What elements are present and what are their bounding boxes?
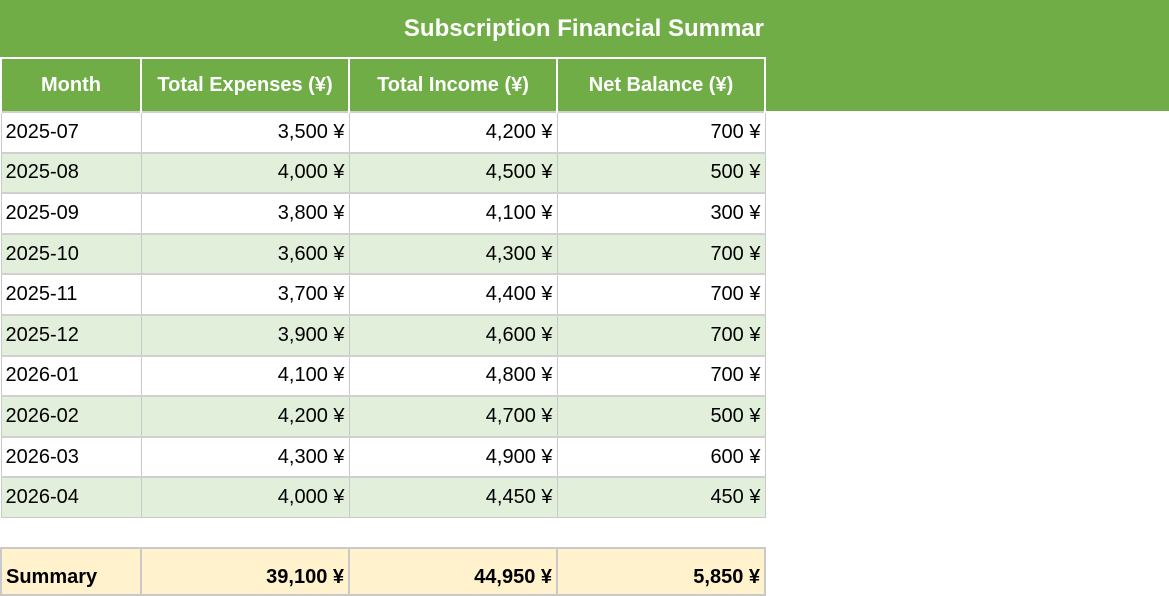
table-row: 2026-03 4,300 ¥ 4,900 ¥ 600 ¥ xyxy=(0,435,766,478)
table-row: 2026-01 4,100 ¥ 4,800 ¥ 700 ¥ xyxy=(0,354,766,397)
income-cell[interactable]: 4,700 ¥ xyxy=(348,395,558,438)
net-balance-cell[interactable]: 450 ¥ xyxy=(556,476,766,519)
table-row: 2025-11 3,700 ¥ 4,400 ¥ 700 ¥ xyxy=(0,273,766,316)
income-cell[interactable]: 4,450 ¥ xyxy=(348,476,558,519)
income-cell[interactable]: 4,900 ¥ xyxy=(348,435,558,478)
summary-label-cell[interactable]: Summary xyxy=(0,547,142,596)
net-balance-cell[interactable]: 700 ¥ xyxy=(556,354,766,397)
expenses-cell[interactable]: 3,500 ¥ xyxy=(140,111,350,154)
summary-income-cell[interactable]: 44,950 ¥ xyxy=(348,547,558,596)
expenses-cell[interactable]: 4,300 ¥ xyxy=(140,435,350,478)
table-row: 2025-08 4,000 ¥ 4,500 ¥ 500 ¥ xyxy=(0,151,766,194)
expenses-cell[interactable]: 3,900 ¥ xyxy=(140,313,350,357)
expenses-cell[interactable]: 3,800 ¥ xyxy=(140,192,350,235)
summary-table: Month Total Expenses (¥) Total Income (¥… xyxy=(0,57,766,519)
month-cell[interactable]: 2025-09 xyxy=(0,192,142,235)
month-cell[interactable]: 2026-04 xyxy=(0,476,142,519)
month-cell[interactable]: 2026-02 xyxy=(0,395,142,438)
column-header-income[interactable]: Total Income (¥) xyxy=(348,57,558,112)
net-balance-cell[interactable]: 600 ¥ xyxy=(556,435,766,478)
expenses-cell[interactable]: 4,100 ¥ xyxy=(140,354,350,397)
net-balance-cell[interactable]: 700 ¥ xyxy=(556,273,766,316)
income-cell[interactable]: 4,500 ¥ xyxy=(348,151,558,194)
net-balance-cell[interactable]: 300 ¥ xyxy=(556,192,766,235)
net-balance-cell[interactable]: 700 ¥ xyxy=(556,232,766,275)
income-cell[interactable]: 4,300 ¥ xyxy=(348,232,558,275)
expenses-cell[interactable]: 4,000 ¥ xyxy=(140,151,350,194)
income-cell[interactable]: 4,100 ¥ xyxy=(348,192,558,235)
table-row: 2026-04 4,000 ¥ 4,450 ¥ 450 ¥ xyxy=(0,476,766,519)
income-cell[interactable]: 4,200 ¥ xyxy=(348,111,558,154)
month-cell[interactable]: 2026-03 xyxy=(0,435,142,478)
table-row: 2025-07 3,500 ¥ 4,200 ¥ 700 ¥ xyxy=(0,111,766,154)
month-cell[interactable]: 2025-07 xyxy=(0,111,142,154)
table-row: 2025-12 3,900 ¥ 4,600 ¥ 700 ¥ xyxy=(0,313,766,357)
month-cell[interactable]: 2026-01 xyxy=(0,354,142,397)
month-cell[interactable]: 2025-10 xyxy=(0,232,142,275)
net-balance-cell[interactable]: 700 ¥ xyxy=(556,111,766,154)
table-row: 2025-09 3,800 ¥ 4,100 ¥ 300 ¥ xyxy=(0,192,766,235)
column-header-net-balance[interactable]: Net Balance (¥) xyxy=(556,57,766,112)
summary-row-table: Summary 39,100 ¥ 44,950 ¥ 5,850 ¥ xyxy=(0,547,766,596)
header-band-extension xyxy=(764,57,1169,111)
column-header-month[interactable]: Month xyxy=(0,57,142,112)
expenses-cell[interactable]: 4,000 ¥ xyxy=(140,476,350,519)
expenses-cell[interactable]: 3,700 ¥ xyxy=(140,273,350,316)
month-cell[interactable]: 2025-08 xyxy=(0,151,142,194)
table-row: 2025-10 3,600 ¥ 4,300 ¥ 700 ¥ xyxy=(0,232,766,275)
summary-net-balance-cell[interactable]: 5,850 ¥ xyxy=(556,547,766,596)
net-balance-cell[interactable]: 500 ¥ xyxy=(556,151,766,194)
title-bar xyxy=(0,0,1169,57)
income-cell[interactable]: 4,600 ¥ xyxy=(348,313,558,357)
column-header-expenses[interactable]: Total Expenses (¥) xyxy=(140,57,350,112)
month-cell[interactable]: 2025-12 xyxy=(0,313,142,357)
income-cell[interactable]: 4,800 ¥ xyxy=(348,354,558,397)
expenses-cell[interactable]: 4,200 ¥ xyxy=(140,395,350,438)
month-cell[interactable]: 2025-11 xyxy=(0,273,142,316)
expenses-cell[interactable]: 3,600 ¥ xyxy=(140,232,350,275)
sheet-title[interactable]: Subscription Financial Summar xyxy=(403,15,764,42)
income-cell[interactable]: 4,400 ¥ xyxy=(348,273,558,316)
net-balance-cell[interactable]: 500 ¥ xyxy=(556,395,766,438)
table-row: 2026-02 4,200 ¥ 4,700 ¥ 500 ¥ xyxy=(0,395,766,438)
summary-row: Summary 39,100 ¥ 44,950 ¥ 5,850 ¥ xyxy=(0,547,766,596)
net-balance-cell[interactable]: 700 ¥ xyxy=(556,313,766,357)
summary-expenses-cell[interactable]: 39,100 ¥ xyxy=(140,547,350,596)
header-row: Month Total Expenses (¥) Total Income (¥… xyxy=(0,57,766,112)
